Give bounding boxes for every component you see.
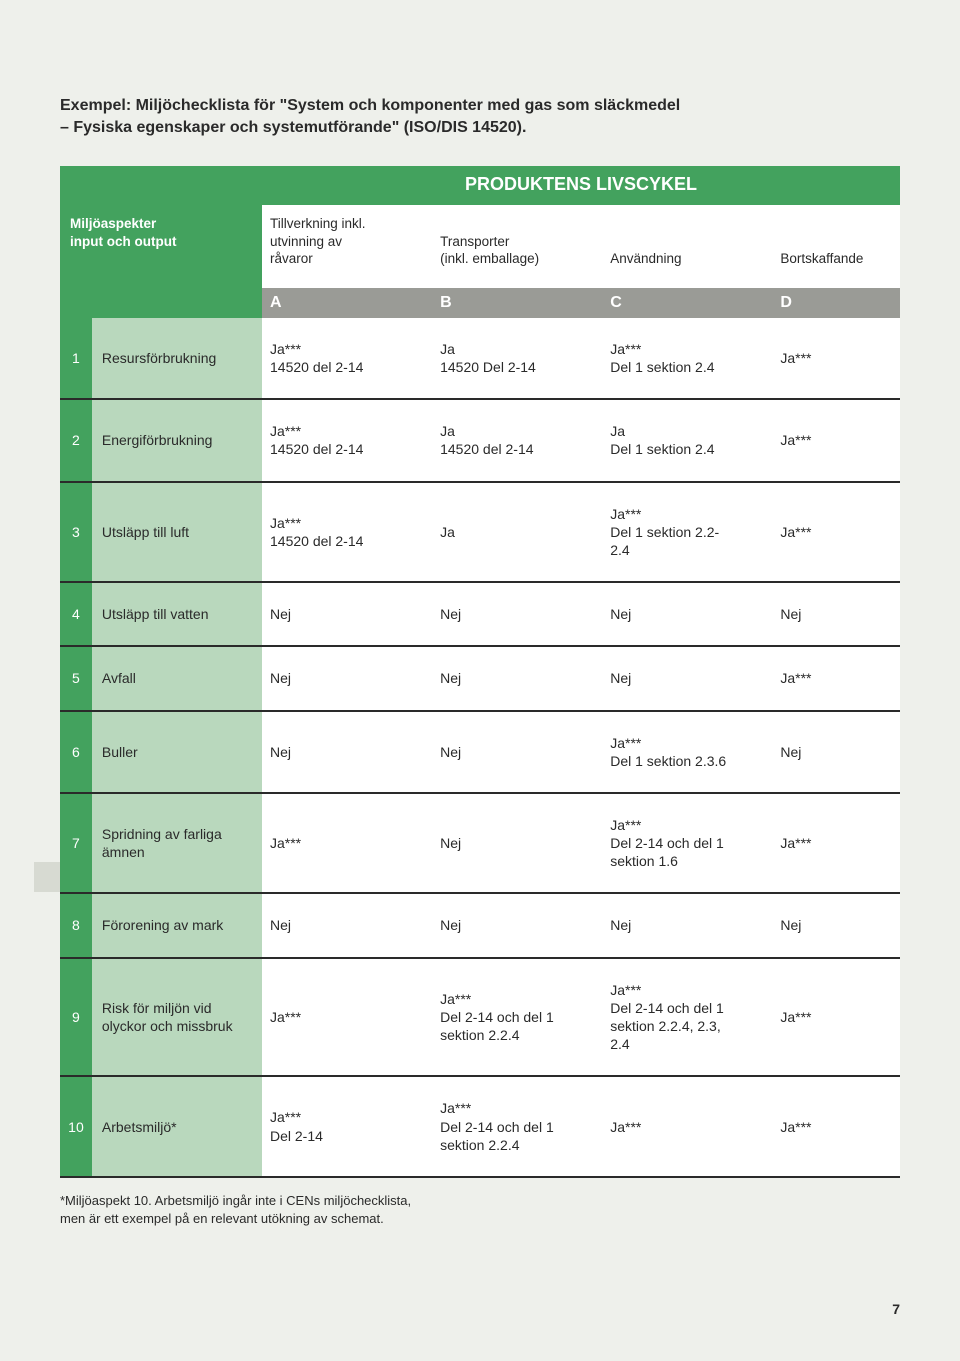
- cell-d: Ja***: [772, 958, 900, 1077]
- cell-c: Ja***Del 1 sektion 2.4: [602, 318, 772, 399]
- row-number: 6: [60, 711, 92, 793]
- row-number: 8: [60, 893, 92, 957]
- row-label: Avfall: [92, 646, 262, 710]
- page: Exempel: Miljöchecklista för "System och…: [0, 0, 960, 1267]
- row-number: 9: [60, 958, 92, 1077]
- header-left-line-1: Miljöaspekter: [70, 216, 156, 231]
- cell-c: Ja***Del 1 sektion 2.2-2.4: [602, 482, 772, 583]
- row-label: Förorening av mark: [92, 893, 262, 957]
- cell-c: Ja***: [602, 1076, 772, 1177]
- side-tab: [34, 862, 60, 892]
- cell-d: Ja***: [772, 1076, 900, 1177]
- cell-b: Nej: [432, 793, 602, 894]
- table-header: PRODUKTENS LIVSCYKEL Miljöaspekter input…: [60, 166, 900, 318]
- header-left-line-2: input och output: [70, 234, 176, 249]
- cell-b: Nej: [432, 646, 602, 710]
- row-label: Risk för miljön vid olyckor och missbruk: [92, 958, 262, 1077]
- cell-b: Ja***Del 2-14 och del 1sektion 2.2.4: [432, 1076, 602, 1177]
- row-number: 10: [60, 1076, 92, 1177]
- cell-c: Ja***Del 1 sektion 2.3.6: [602, 711, 772, 793]
- row-label: Utsläpp till luft: [92, 482, 262, 583]
- cell-c: JaDel 1 sektion 2.4: [602, 399, 772, 481]
- cell-d: Nej: [772, 711, 900, 793]
- header-col-c: Användning: [602, 205, 772, 288]
- cell-a: Ja***: [262, 958, 432, 1077]
- cell-c: Ja***Del 2-14 och del 1sektion 2.2.4, 2.…: [602, 958, 772, 1077]
- footnote-line-1: *Miljöaspekt 10. Arbetsmiljö ingår inte …: [60, 1193, 411, 1208]
- row-number: 2: [60, 399, 92, 481]
- cell-a: Nej: [262, 582, 432, 646]
- table-row: 5AvfallNejNejNejJa***: [60, 646, 900, 710]
- header-left: Miljöaspekter input och output: [60, 205, 262, 288]
- header-col-a: Tillverkning inkl. utvinning av råvaror: [262, 205, 432, 288]
- row-label: Utsläpp till vatten: [92, 582, 262, 646]
- table-row: 4Utsläpp till vattenNejNejNejNej: [60, 582, 900, 646]
- cell-d: Nej: [772, 582, 900, 646]
- cell-d: Ja***: [772, 646, 900, 710]
- col-letter-a: A: [262, 288, 432, 318]
- cell-b: Nej: [432, 711, 602, 793]
- cell-a: Nej: [262, 646, 432, 710]
- cell-d: Ja***: [772, 318, 900, 399]
- row-label: Spridning av farliga ämnen: [92, 793, 262, 894]
- cell-c: Nej: [602, 893, 772, 957]
- row-number: 4: [60, 582, 92, 646]
- cell-d: Ja***: [772, 399, 900, 481]
- cell-b: Ja: [432, 482, 602, 583]
- col-letter-d: D: [772, 288, 900, 318]
- table-row: 1ResursförbrukningJa***14520 del 2-14Ja1…: [60, 318, 900, 399]
- cell-b: Ja14520 Del 2-14: [432, 318, 602, 399]
- table-row: 6BullerNejNejJa***Del 1 sektion 2.3.6Nej: [60, 711, 900, 793]
- table-body: 1ResursförbrukningJa***14520 del 2-14Ja1…: [60, 318, 900, 1177]
- header-col-b: Transporter (inkl. emballage): [432, 205, 602, 288]
- cell-c: Nej: [602, 582, 772, 646]
- cell-d: Ja***: [772, 482, 900, 583]
- cell-a: Ja***: [262, 793, 432, 894]
- col-letter-b: B: [432, 288, 602, 318]
- table-row: 7Spridning av farliga ämnenJa***NejJa***…: [60, 793, 900, 894]
- checklist-table: PRODUKTENS LIVSCYKEL Miljöaspekter input…: [60, 166, 900, 1178]
- cell-a: Ja***14520 del 2-14: [262, 399, 432, 481]
- cell-a: Ja***14520 del 2-14: [262, 318, 432, 399]
- cell-a: Ja***Del 2-14: [262, 1076, 432, 1177]
- cell-d: Nej: [772, 893, 900, 957]
- row-number: 5: [60, 646, 92, 710]
- cell-b: Nej: [432, 582, 602, 646]
- cell-a: Ja***14520 del 2-14: [262, 482, 432, 583]
- table-row: 10Arbetsmiljö*Ja***Del 2-14Ja***Del 2-14…: [60, 1076, 900, 1177]
- footnote: *Miljöaspekt 10. Arbetsmiljö ingår inte …: [60, 1192, 580, 1227]
- table-row: 2EnergiförbrukningJa***14520 del 2-14Ja1…: [60, 399, 900, 481]
- header-col-d: Bortskaffande: [772, 205, 900, 288]
- row-label: Energiförbrukning: [92, 399, 262, 481]
- row-label: Arbetsmiljö*: [92, 1076, 262, 1177]
- cell-c: Nej: [602, 646, 772, 710]
- table-row: 9Risk för miljön vid olyckor och missbru…: [60, 958, 900, 1077]
- cell-b: Nej: [432, 893, 602, 957]
- cell-a: Nej: [262, 893, 432, 957]
- row-number: 7: [60, 793, 92, 894]
- intro-line-2: – Fysiska egenskaper och systemutförande…: [60, 119, 526, 136]
- row-number: 1: [60, 318, 92, 399]
- intro-text: Exempel: Miljöchecklista för "System och…: [60, 95, 780, 138]
- page-number: 7: [892, 1301, 900, 1317]
- table-row: 3Utsläpp till luftJa***14520 del 2-14JaJ…: [60, 482, 900, 583]
- cell-b: Ja14520 del 2-14: [432, 399, 602, 481]
- cell-a: Nej: [262, 711, 432, 793]
- table-row: 8Förorening av markNejNejNejNej: [60, 893, 900, 957]
- col-letter-c: C: [602, 288, 772, 318]
- footnote-line-2: men är ett exempel på en relevant utökni…: [60, 1211, 384, 1226]
- cell-b: Ja***Del 2-14 och del 1sektion 2.2.4: [432, 958, 602, 1077]
- intro-line-1: Exempel: Miljöchecklista för "System och…: [60, 97, 680, 114]
- row-label: Buller: [92, 711, 262, 793]
- table-title: PRODUKTENS LIVSCYKEL: [262, 166, 900, 205]
- row-number: 3: [60, 482, 92, 583]
- cell-d: Ja***: [772, 793, 900, 894]
- cell-c: Ja***Del 2-14 och del 1sektion 1.6: [602, 793, 772, 894]
- row-label: Resursförbrukning: [92, 318, 262, 399]
